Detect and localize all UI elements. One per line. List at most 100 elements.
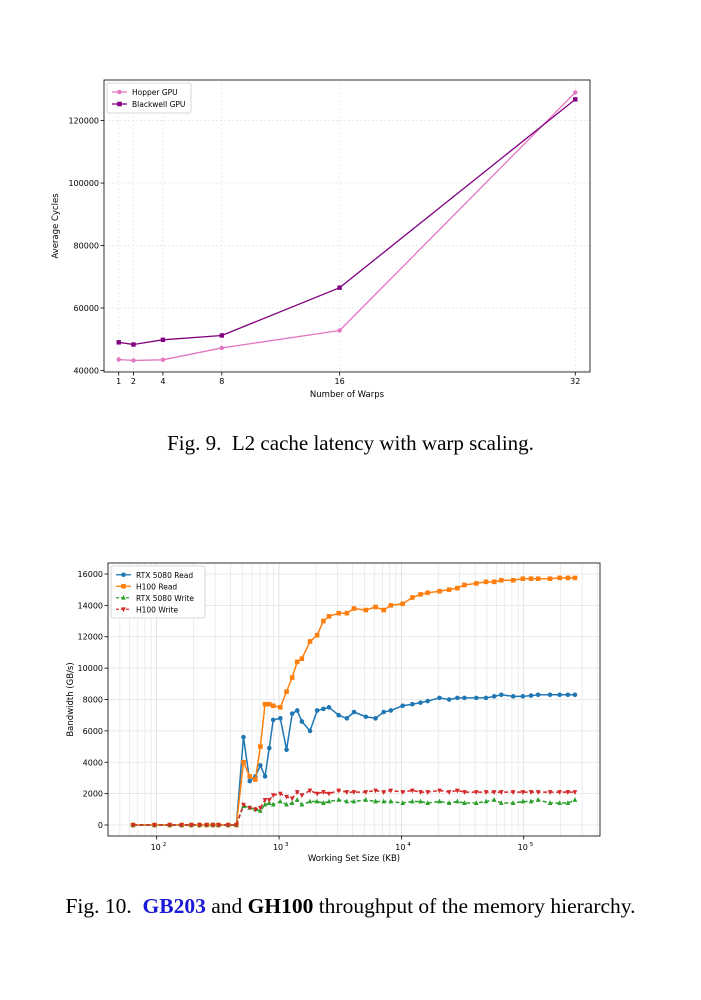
fig9-legend-marker bbox=[117, 89, 122, 95]
fig10-data-point bbox=[314, 798, 320, 804]
fig10-legend-marker bbox=[121, 572, 126, 578]
fig10-data-point bbox=[425, 590, 430, 596]
fig10-data-point bbox=[418, 790, 423, 795]
fig10-data-point bbox=[410, 798, 415, 804]
fig10-data-point bbox=[510, 800, 516, 805]
fig10-data-point bbox=[520, 694, 526, 699]
fig9-caption-text: L2 cache latency with warp scaling. bbox=[231, 431, 534, 455]
fig10-data-point bbox=[400, 601, 405, 607]
fig10-xtick-label: 10 bbox=[151, 843, 161, 852]
fig10-data-point bbox=[418, 798, 423, 804]
fig10-data-point bbox=[446, 790, 452, 795]
fig10-data-point bbox=[483, 790, 489, 795]
fig10-data-point bbox=[284, 747, 289, 753]
fig10-legend-marker bbox=[121, 594, 126, 600]
fig10-data-point bbox=[498, 800, 504, 805]
fig10-data-point bbox=[247, 774, 253, 779]
fig10-caption-prefix: Fig. 10. bbox=[65, 894, 132, 918]
fig10-data-point bbox=[498, 577, 504, 583]
fig10-xtick-exponent: 3 bbox=[285, 842, 289, 848]
fig10-data-point bbox=[314, 632, 320, 638]
fig10-data-point bbox=[381, 798, 387, 804]
fig10-xtick-label: 10 bbox=[395, 843, 405, 852]
fig10-data-point bbox=[321, 790, 326, 795]
fig10-xlabel: Working Set Size (KB) bbox=[308, 854, 400, 864]
fig10-legend-label: H100 Write bbox=[136, 605, 179, 614]
fig10-data-point bbox=[455, 695, 460, 701]
fig10-ytick-label: 2000 bbox=[83, 790, 103, 799]
fig10-data-point bbox=[557, 692, 562, 698]
fig10-data-point bbox=[535, 576, 541, 581]
fig10-data-point bbox=[262, 798, 268, 803]
fig10-data-point bbox=[373, 716, 378, 721]
fig10-data-point bbox=[241, 759, 246, 765]
fig10-caption-gpu1: GB203 bbox=[142, 894, 206, 918]
fig10-data-point bbox=[321, 706, 326, 712]
fig9-data-point bbox=[219, 345, 225, 351]
fig9-series-line bbox=[118, 98, 576, 346]
fig10-data-point bbox=[294, 708, 300, 713]
fig10-data-point bbox=[351, 606, 357, 611]
fig10-data-point bbox=[299, 793, 305, 799]
fig9-xtick-label: 16 bbox=[335, 377, 345, 386]
fig9-data-point bbox=[337, 285, 342, 290]
fig9-series-1 bbox=[116, 97, 578, 347]
fig10-data-point bbox=[314, 791, 320, 797]
fig9-data-point bbox=[160, 357, 166, 363]
fig10-data-point bbox=[381, 709, 387, 715]
fig10-xtick-exponent: 2 bbox=[163, 842, 167, 848]
fig10-data-point bbox=[498, 692, 504, 698]
fig10-data-point bbox=[289, 800, 295, 805]
fig10-data-point bbox=[197, 823, 202, 828]
fig10-data-point bbox=[491, 797, 497, 802]
fig10-data-point bbox=[307, 788, 313, 794]
fig10-ytick-label: 6000 bbox=[83, 727, 103, 736]
fig9-legend-label: Hopper GPU bbox=[132, 88, 178, 97]
fig10-data-point bbox=[130, 823, 136, 828]
fig10-data-point bbox=[253, 777, 258, 782]
fig10-data-point bbox=[344, 610, 350, 616]
fig9-ytick-label: 40000 bbox=[74, 366, 99, 375]
fig10-data-point bbox=[270, 801, 276, 807]
fig10-data-point bbox=[462, 695, 467, 701]
fig10-data-point bbox=[336, 797, 341, 802]
fig10-ytick-label: 10000 bbox=[78, 664, 103, 673]
fig10-data-point bbox=[410, 701, 415, 707]
fig9-data-point bbox=[337, 328, 342, 333]
fig10-data-point bbox=[363, 607, 369, 613]
fig10-data-point bbox=[258, 744, 263, 749]
fig10-data-point bbox=[400, 790, 405, 795]
fig10-chart: 10 2 10 3 10 4 10 50200040006000800010000120001… bbox=[66, 562, 601, 864]
fig10-xtick-exponent: 4 bbox=[407, 842, 411, 848]
fig10-data-point bbox=[326, 798, 332, 804]
fig10-data-point bbox=[528, 693, 534, 698]
fig10-data-point bbox=[284, 801, 289, 807]
fig10-data-point bbox=[425, 790, 430, 795]
fig10-data-point bbox=[446, 800, 452, 805]
fig10-data-point bbox=[289, 675, 295, 680]
fig9-data-point bbox=[131, 358, 136, 363]
fig10-data-point bbox=[179, 823, 184, 828]
fig10-data-point bbox=[262, 774, 268, 779]
fig10-data-point bbox=[455, 788, 460, 794]
fig10-data-point bbox=[510, 790, 516, 795]
fig10-data-point bbox=[535, 797, 541, 802]
fig10-data-point bbox=[474, 581, 479, 586]
fig10-data-point bbox=[294, 659, 300, 665]
fig10-data-point bbox=[284, 689, 289, 694]
fig10-data-point bbox=[351, 798, 357, 804]
fig10-data-point bbox=[572, 797, 578, 802]
fig10-data-point bbox=[425, 698, 430, 704]
fig10-data-point bbox=[462, 790, 467, 795]
fig10-data-point bbox=[510, 694, 516, 699]
fig10-data-point bbox=[351, 790, 357, 795]
fig10-series-line bbox=[132, 789, 575, 826]
fig9-ytick-label: 80000 bbox=[74, 242, 99, 251]
fig10-legend-label: H100 Read bbox=[136, 582, 177, 591]
fig10-ytick-label: 4000 bbox=[83, 758, 103, 767]
fig10-data-point bbox=[474, 790, 479, 795]
fig10-data-point bbox=[321, 800, 326, 805]
fig9-xtick-label: 1 bbox=[116, 377, 121, 386]
fig10-data-point bbox=[336, 788, 341, 794]
fig10-data-point bbox=[520, 576, 526, 581]
